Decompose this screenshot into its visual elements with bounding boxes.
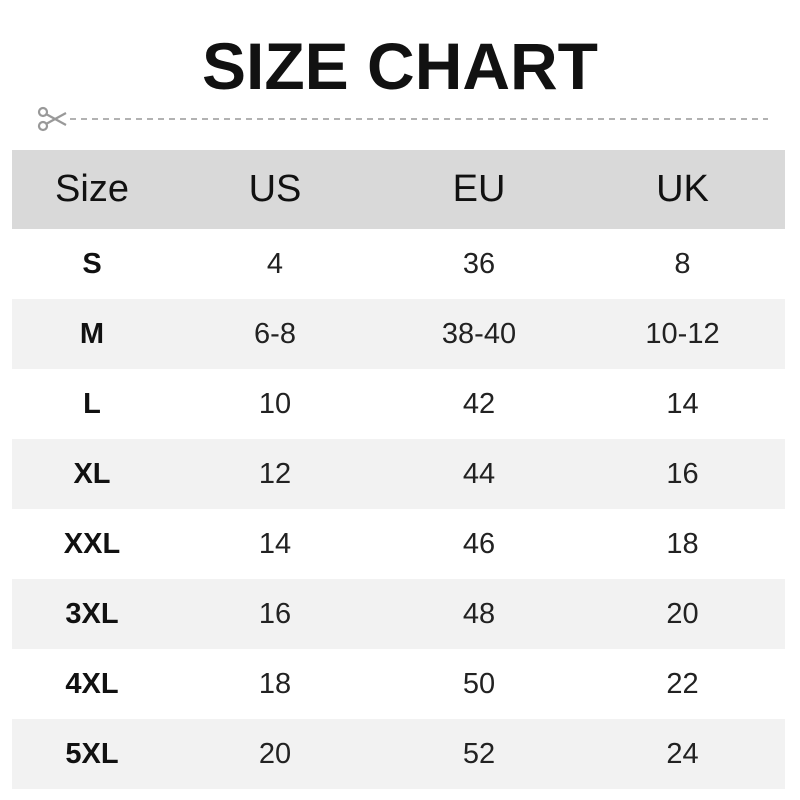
table-header: Size US EU UK (12, 150, 785, 229)
table-row: S 4 36 8 (12, 229, 785, 299)
cell-us: 18 (258, 667, 292, 700)
table-row: 3XL 16 48 20 (12, 579, 785, 649)
cell-size: M (79, 317, 105, 350)
cell-us: 16 (258, 597, 292, 630)
cell-eu: 52 (462, 737, 496, 770)
page-title: SIZE CHART (202, 29, 598, 103)
cell-eu: 46 (462, 527, 496, 560)
size-table: Size US EU UK S 4 36 8 M 6-8 38-40 10-12 L 10 42 14… (12, 150, 785, 789)
cell-eu: 42 (462, 387, 496, 420)
cell-size: L (83, 387, 101, 420)
table-row: XXL 14 46 18 (12, 509, 785, 579)
scissors-icon (37, 106, 67, 132)
cell-size: S (82, 247, 102, 280)
cell-us: 6-8 (254, 317, 296, 350)
cell-size: 3XL (65, 597, 119, 630)
cell-uk: 24 (666, 737, 699, 770)
cell-eu: 36 (462, 247, 496, 280)
cell-eu: 44 (462, 457, 496, 490)
cell-us: 10 (258, 387, 292, 420)
cell-us: 20 (258, 737, 292, 770)
header-us: US (248, 168, 302, 210)
cell-size: XXL (63, 527, 121, 560)
table-row: XL 12 44 16 (12, 439, 785, 509)
cell-uk: 22 (666, 667, 699, 700)
header-size: Size (55, 168, 129, 210)
cell-uk: 20 (666, 597, 699, 630)
table-row: 4XL 18 50 22 (12, 649, 785, 719)
cell-us: 4 (266, 247, 284, 280)
cell-eu: 38-40 (441, 317, 517, 350)
cell-eu: 48 (462, 597, 496, 630)
cell-eu: 50 (462, 667, 496, 700)
cell-us: 14 (258, 527, 292, 560)
cell-size: 4XL (65, 667, 119, 700)
table-row: M 6-8 38-40 10-12 (12, 299, 785, 369)
cell-size: 5XL (65, 737, 119, 770)
header-eu: EU (452, 168, 506, 210)
cell-size: XL (73, 457, 111, 490)
cell-uk: 8 (674, 247, 691, 280)
header-uk: UK (656, 168, 709, 210)
cell-us: 12 (258, 457, 292, 490)
table-row: 5XL 20 52 24 (12, 719, 785, 789)
cell-uk: 14 (666, 387, 699, 420)
cell-uk: 16 (666, 457, 699, 490)
cell-uk: 18 (666, 527, 699, 560)
table-row: L 10 42 14 (12, 369, 785, 439)
cut-line (37, 106, 768, 132)
cell-uk: 10-12 (645, 317, 720, 350)
